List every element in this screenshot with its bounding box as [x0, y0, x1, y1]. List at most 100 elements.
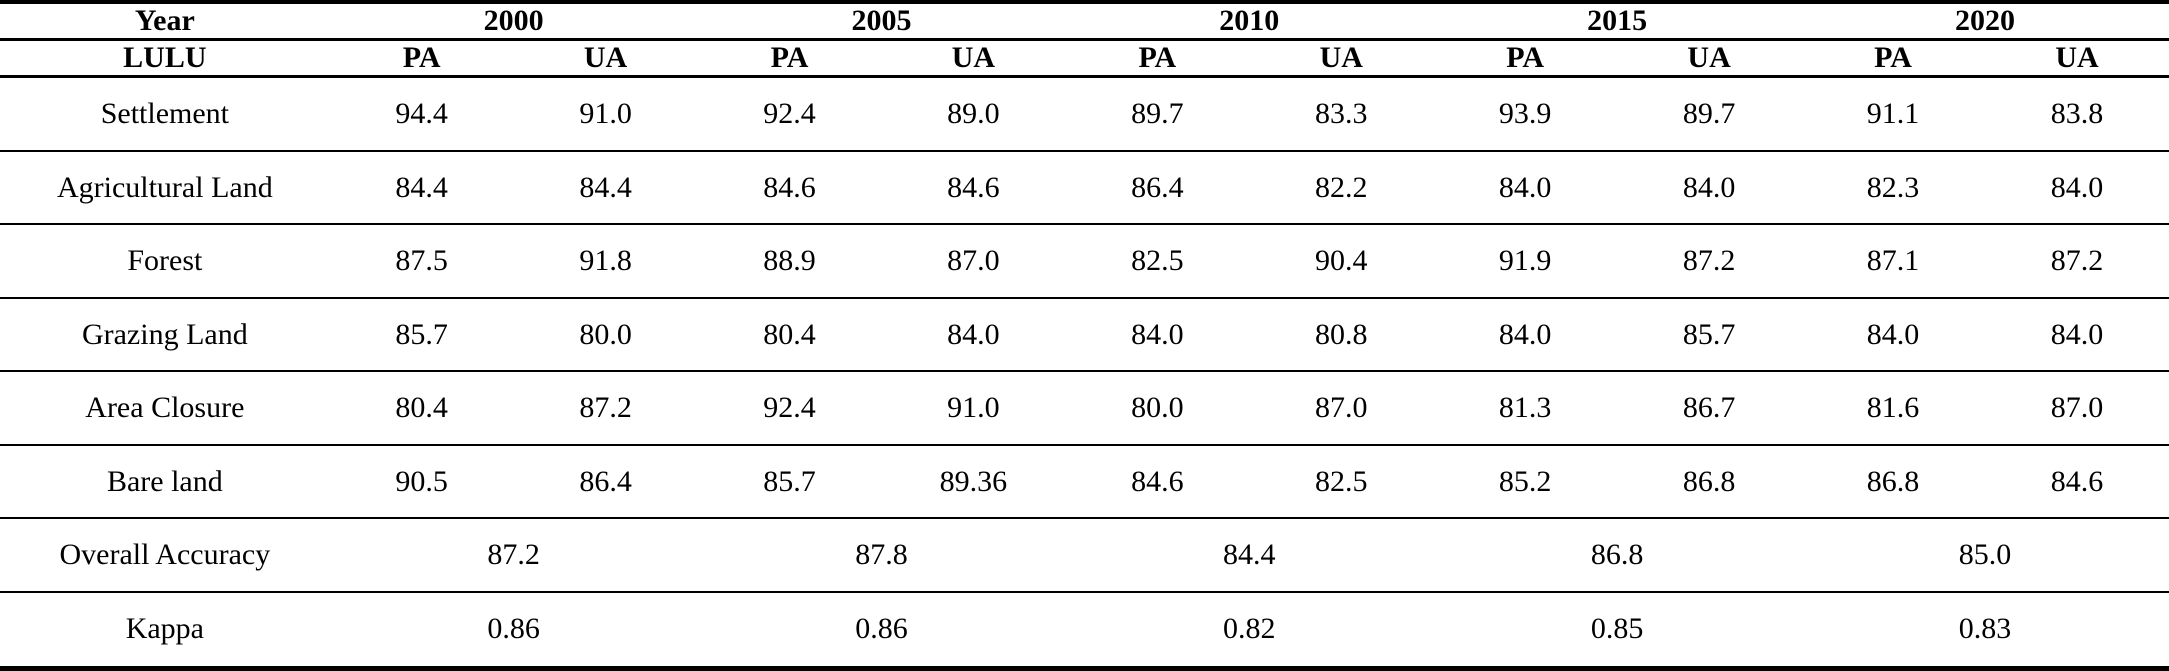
table-row-area-closure: Area Closure 80.4 87.2 92.4 91.0 80.0 87… [0, 371, 2169, 445]
table-row-overall-accuracy: Overall Accuracy 87.2 87.8 84.4 86.8 85.… [0, 518, 2169, 592]
kappa-cell: 0.83 [1958, 612, 2012, 646]
table-cell: 88.9 [763, 244, 816, 278]
overall-accuracy-cell: 85.0 [1958, 538, 2012, 572]
table-cell: 84.0 [2050, 170, 2104, 204]
table-row-grazing-land: Grazing Land 85.7 80.0 80.4 84.0 84.0 80… [0, 298, 2169, 372]
year-2005-header: 2005 [851, 4, 912, 37]
pa-header: PA [1138, 41, 1177, 74]
table-cell: 84.0 [1682, 170, 1736, 204]
table-cell: 90.4 [1315, 244, 1368, 278]
table-cell: 83.8 [2050, 97, 2104, 130]
table-cell: 84.0 [947, 317, 1000, 351]
table-cell: 87.2 [579, 391, 632, 425]
table-cell: 92.4 [763, 97, 816, 130]
table-cell: 83.3 [1315, 97, 1368, 130]
table-cell: 81.3 [1498, 391, 1552, 425]
row-label: Settlement [100, 97, 229, 130]
table-cell: 84.0 [1498, 170, 1552, 204]
table-cell: 87.0 [1315, 391, 1368, 425]
table-cell: 84.0 [2050, 317, 2104, 351]
subheader-row: LULU PA UA PA UA PA UA PA UA PA UA [0, 40, 2169, 77]
table-cell: 82.3 [1866, 170, 1920, 204]
table-cell: 84.0 [1498, 317, 1552, 351]
table-cell: 84.4 [579, 170, 632, 204]
table-row-bare-land: Bare land 90.5 86.4 85.7 89.36 84.6 82.5… [0, 445, 2169, 519]
table-cell: 84.6 [763, 170, 816, 204]
year-header-row: Year 2000 2005 2010 2015 2020 [0, 2, 2169, 40]
table-cell: 91.1 [1866, 97, 1920, 130]
table-cell: 91.9 [1498, 244, 1552, 278]
year-2010-header: 2010 [1219, 4, 1280, 37]
row-label: Agricultural Land [56, 170, 273, 204]
table-cell: 86.8 [1682, 464, 1736, 498]
table-cell: 89.7 [1131, 97, 1184, 130]
row-label: Kappa [125, 612, 204, 646]
table-cell: 82.5 [1315, 464, 1368, 498]
table-cell: 84.6 [947, 170, 1000, 204]
ua-header: UA [2055, 41, 2099, 74]
table-cell: 80.4 [763, 317, 816, 351]
overall-accuracy-cell: 86.8 [1590, 538, 1644, 572]
table-cell: 85.7 [763, 464, 816, 498]
year-2000-header: 2000 [483, 4, 544, 37]
ua-header: UA [1319, 41, 1363, 74]
pa-header: PA [1506, 41, 1545, 74]
table-cell: 87.2 [2050, 244, 2104, 278]
pa-header: PA [402, 41, 441, 74]
table-cell: 80.0 [1131, 391, 1184, 425]
kappa-cell: 0.82 [1223, 612, 1276, 646]
kappa-cell: 0.86 [855, 612, 908, 646]
table-cell: 84.0 [1866, 317, 1920, 351]
kappa-cell: 0.85 [1590, 612, 1644, 646]
table-row-settlement: Settlement 94.4 91.0 92.4 89.0 89.7 83.3… [0, 77, 2169, 151]
table-cell: 87.0 [2050, 391, 2104, 425]
year-2015-header: 2015 [1587, 4, 1648, 37]
table-cell: 91.0 [579, 97, 632, 130]
table-cell: 89.0 [947, 97, 1000, 130]
table-cell: 94.4 [395, 97, 448, 130]
table-cell: 87.1 [1866, 244, 1920, 278]
row-label: Overall Accuracy [59, 538, 271, 572]
table-cell: 82.5 [1131, 244, 1184, 278]
table-cell: 80.8 [1315, 317, 1368, 351]
pa-header: PA [1874, 41, 1912, 74]
row-label: Bare land [106, 464, 223, 498]
table-cell: 86.8 [1866, 464, 1920, 498]
table-cell: 85.2 [1498, 464, 1552, 498]
table-cell: 85.7 [395, 317, 448, 351]
table-cell: 85.7 [1682, 317, 1736, 351]
year-2020-header: 2020 [1955, 4, 2016, 37]
table-cell: 80.0 [579, 317, 632, 351]
table-cell: 91.8 [579, 244, 632, 278]
overall-accuracy-cell: 87.8 [855, 538, 908, 572]
table-cell: 87.0 [947, 244, 1000, 278]
row-label: Area Closure [85, 391, 245, 425]
table-cell: 80.4 [395, 391, 448, 425]
row-label: Forest [127, 244, 203, 278]
table-cell: 93.9 [1498, 97, 1552, 130]
table-row-forest: Forest 87.5 91.8 88.9 87.0 82.5 90.4 91.… [0, 224, 2169, 298]
row-label: Grazing Land [81, 317, 248, 351]
table-cell: 89.36 [939, 464, 1008, 498]
table-cell: 86.4 [579, 464, 632, 498]
table-cell: 89.7 [1682, 97, 1736, 130]
table-cell: 87.2 [1682, 244, 1736, 278]
table-cell: 82.2 [1315, 170, 1368, 204]
ua-header: UA [951, 41, 996, 74]
overall-accuracy-cell: 84.4 [1223, 538, 1276, 572]
pa-header: PA [770, 41, 809, 74]
table-cell: 92.4 [763, 391, 816, 425]
table-cell: 84.4 [395, 170, 448, 204]
table-cell: 84.6 [2050, 464, 2104, 498]
table-row-agricultural-land: Agricultural Land 84.4 84.4 84.6 84.6 86… [0, 151, 2169, 225]
lulu-header-label: LULU [123, 41, 207, 74]
table-cell: 84.0 [1131, 317, 1184, 351]
overall-accuracy-cell: 87.2 [487, 538, 540, 572]
kappa-cell: 0.86 [487, 612, 540, 646]
ua-header: UA [583, 41, 628, 74]
year-header-label: Year [134, 4, 195, 37]
table-row-kappa: Kappa 0.86 0.86 0.82 0.85 0.83 [0, 592, 2169, 669]
table-cell: 87.5 [395, 244, 448, 278]
